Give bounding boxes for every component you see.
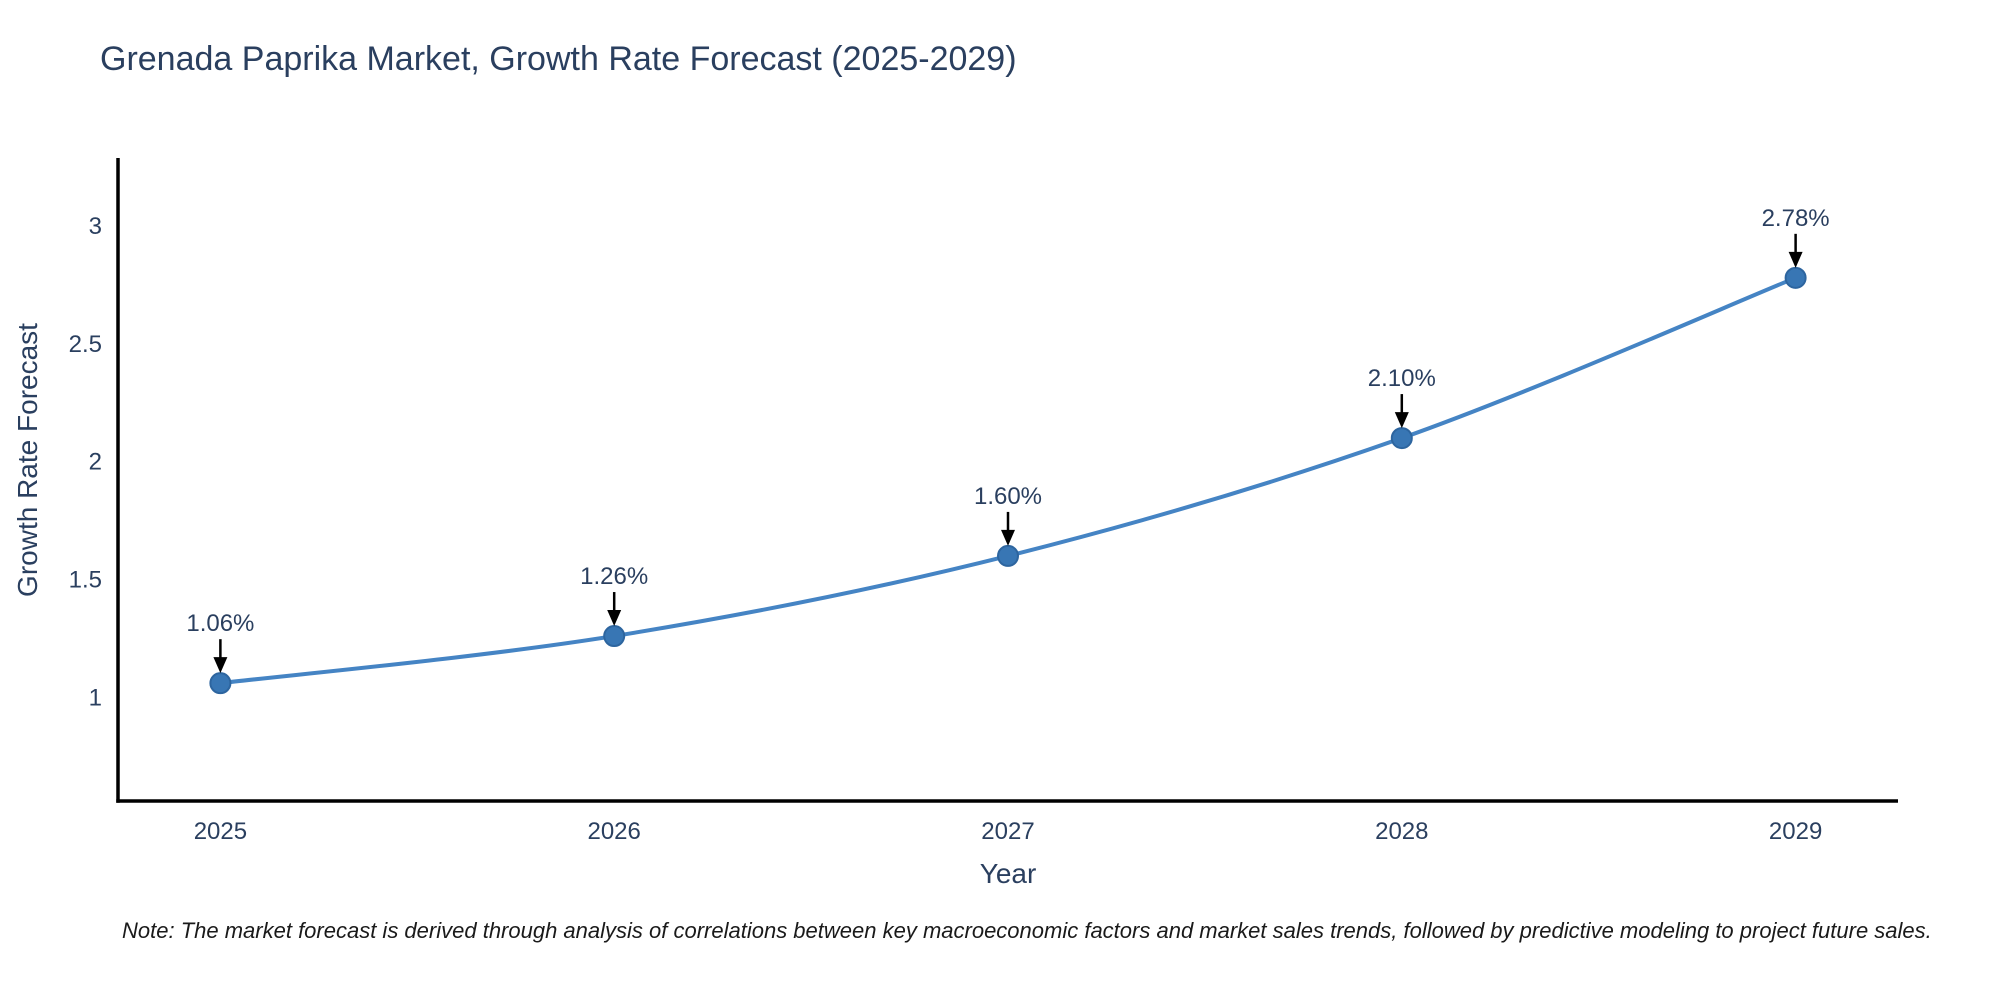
annotation-arrowhead-2028	[1394, 412, 1409, 429]
x-tick-label-2025: 2025	[194, 818, 247, 845]
annotation-arrowhead-2025	[213, 657, 228, 674]
annotation-arrowhead-2027	[1001, 529, 1015, 546]
y-tick-label-1.5: 1.5	[69, 566, 102, 593]
x-tick-label-2028: 2028	[1375, 818, 1428, 845]
y-tick-label-3: 3	[89, 213, 102, 240]
data-point-2025	[209, 672, 232, 695]
x-tick-label-2026: 2026	[587, 818, 640, 845]
annotation-arrowhead-2029	[1788, 251, 1803, 268]
x-tick-label-2027: 2027	[981, 818, 1034, 845]
trace-line	[218, 275, 1798, 686]
footnote: Note: The market forecast is derived thr…	[122, 918, 1932, 943]
data-point-2026	[603, 625, 626, 648]
y-tick-label-1: 1	[89, 684, 102, 711]
chart-title: Grenada Paprika Market, Growth Rate Fore…	[100, 40, 1017, 78]
data-point-2027	[997, 544, 1019, 567]
x-tick-label-2029: 2029	[1769, 818, 1822, 845]
annotation-label-2028: 2.10%	[1368, 365, 1436, 392]
data-point-2028	[1390, 427, 1413, 450]
annotation-label-2026: 1.26%	[580, 563, 648, 590]
annotation-label-2029: 2.78%	[1762, 205, 1830, 232]
annotation-arrowhead-2026	[607, 610, 622, 627]
x-axis-title: Year	[979, 858, 1037, 889]
annotation-label-2027: 1.60%	[974, 483, 1042, 510]
y-tick-label-2.5: 2.5	[69, 331, 102, 358]
annotation-label-2025: 1.06%	[186, 610, 254, 637]
data-point-2029	[1784, 266, 1807, 289]
y-tick-label-2: 2	[89, 449, 102, 476]
